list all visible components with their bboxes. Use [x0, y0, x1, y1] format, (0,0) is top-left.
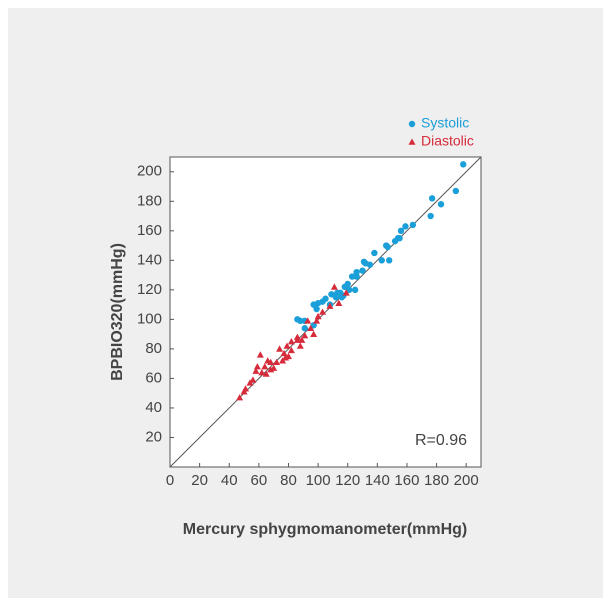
point [301, 332, 309, 339]
point [460, 161, 467, 168]
point [252, 367, 260, 374]
x-tick-label: 120 [335, 472, 360, 489]
point [273, 358, 281, 365]
point [335, 299, 343, 306]
point [319, 308, 327, 315]
point [330, 283, 338, 290]
y-tick-label: 160 [137, 222, 162, 239]
point [362, 260, 369, 267]
point [287, 338, 295, 345]
legend-label: Systolic [421, 115, 469, 131]
point [310, 330, 318, 337]
point [294, 316, 301, 323]
x-tick-label: 40 [221, 472, 238, 489]
point [253, 363, 261, 370]
point [378, 257, 385, 264]
point [282, 354, 290, 361]
point [353, 268, 360, 276]
point [236, 394, 244, 401]
point [385, 257, 393, 264]
y-tick-label: 20 [145, 428, 162, 445]
y-tick-label: 120 [137, 281, 162, 298]
point [276, 345, 284, 352]
point [242, 385, 250, 392]
x-axis-label: Mercury sphygmomanometer(mmHg) [183, 521, 468, 538]
point [452, 187, 460, 195]
x-tick-label: 100 [306, 472, 331, 489]
point [396, 234, 403, 242]
point [314, 312, 322, 320]
point [298, 336, 306, 343]
point [270, 364, 278, 371]
point [427, 212, 434, 220]
point [264, 357, 272, 364]
point [287, 346, 295, 354]
y-tick-label: 100 [137, 310, 162, 327]
point [258, 369, 266, 376]
point [342, 289, 350, 296]
point [326, 302, 334, 309]
point [313, 305, 320, 313]
annotation: R=0.96 [415, 432, 467, 449]
y-tick-label: 40 [145, 399, 162, 416]
point [296, 342, 304, 349]
point [409, 221, 417, 229]
legend-marker [408, 138, 416, 145]
y-tick-label: 200 [137, 163, 162, 180]
y-tick-label: 140 [137, 251, 162, 268]
legend-marker [408, 120, 416, 128]
point [353, 273, 360, 280]
point [293, 336, 301, 343]
x-tick-label: 180 [424, 472, 449, 489]
point [402, 223, 409, 230]
point [332, 294, 340, 301]
point [261, 363, 269, 370]
point [383, 242, 390, 249]
x-tick-label: 60 [251, 472, 268, 489]
point [345, 286, 353, 294]
legend-label: Diastolic [421, 133, 474, 149]
point [371, 249, 378, 257]
point [313, 317, 321, 324]
x-tick-label: 160 [394, 472, 419, 489]
point [351, 286, 359, 294]
point [359, 267, 366, 274]
y-tick-label: 180 [137, 192, 162, 209]
x-tick-label: 20 [191, 472, 208, 489]
point [280, 349, 288, 357]
point [304, 317, 312, 324]
y-tick-label: 60 [145, 369, 162, 386]
x-tick-label: 140 [365, 472, 390, 489]
point [428, 195, 436, 202]
y-tick-label: 80 [145, 340, 162, 357]
point [262, 370, 270, 377]
x-tick-label: 0 [166, 472, 174, 489]
point [256, 351, 264, 358]
point [307, 324, 315, 332]
point [301, 325, 308, 332]
point [348, 273, 356, 280]
y-axis-label: BPBIO320(mmHg) [109, 243, 126, 381]
point [246, 379, 254, 386]
point [397, 227, 405, 235]
point [249, 376, 257, 383]
x-tick-label: 80 [280, 472, 297, 489]
point [283, 342, 291, 349]
point [437, 201, 445, 208]
x-tick-label: 200 [454, 472, 479, 489]
reference-line [169, 156, 482, 468]
point [310, 322, 317, 329]
